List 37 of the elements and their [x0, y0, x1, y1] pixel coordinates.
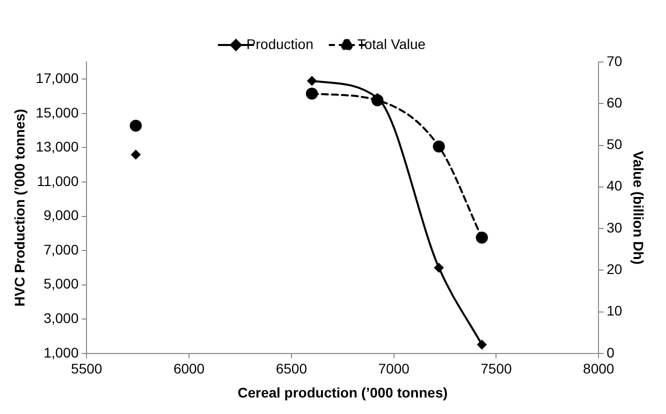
y2-axis-title: Value (billion Dh) — [630, 150, 647, 264]
x-tick-label: 8000 — [583, 360, 614, 377]
y-tick-label: 9,000 — [44, 207, 79, 224]
point — [476, 340, 487, 350]
y2-tick-label: 10 — [606, 302, 622, 319]
x-tick-label: 6000 — [173, 360, 205, 377]
y-tick-label: 11,000 — [36, 172, 79, 189]
y-tick-label: 1,000 — [44, 344, 79, 360]
x-tick-label: 7500 — [480, 360, 512, 377]
point — [371, 94, 384, 106]
x-axis-title: Cereal production (’000 tonnes) — [238, 384, 448, 400]
y-tick-label: 3,000 — [44, 310, 79, 326]
y-tick-label: 17,000 — [36, 70, 79, 86]
y2-tick-label: 40 — [606, 178, 622, 194]
point — [306, 76, 317, 86]
y2-tick-label: 50 — [606, 136, 622, 152]
legend-label: Production — [246, 36, 314, 52]
point — [130, 120, 142, 132]
point — [476, 232, 488, 244]
y-axis-title: HVC Production (’000 tonnes) — [11, 108, 28, 306]
point — [306, 88, 318, 100]
y2-tick-label: 30 — [606, 219, 622, 236]
y2-tick-label: 0 — [606, 344, 615, 360]
y2-tick-label: 70 — [606, 52, 622, 69]
x-tick-label: 7000 — [378, 360, 410, 377]
point — [434, 262, 444, 273]
x-tick-label: 6500 — [276, 360, 308, 377]
y-tick-label: 5,000 — [44, 276, 79, 292]
legend-label: Total Value — [357, 36, 426, 52]
y-tick-label: 15,000 — [36, 104, 79, 120]
y2-tick-label: 60 — [606, 94, 622, 110]
y2-tick-label: 20 — [606, 261, 622, 277]
x-tick-label: 5500 — [71, 360, 102, 377]
y-tick-label: 7,000 — [44, 241, 79, 258]
point — [130, 150, 141, 160]
point — [432, 140, 445, 153]
y-tick-label: 13,000 — [36, 138, 79, 155]
